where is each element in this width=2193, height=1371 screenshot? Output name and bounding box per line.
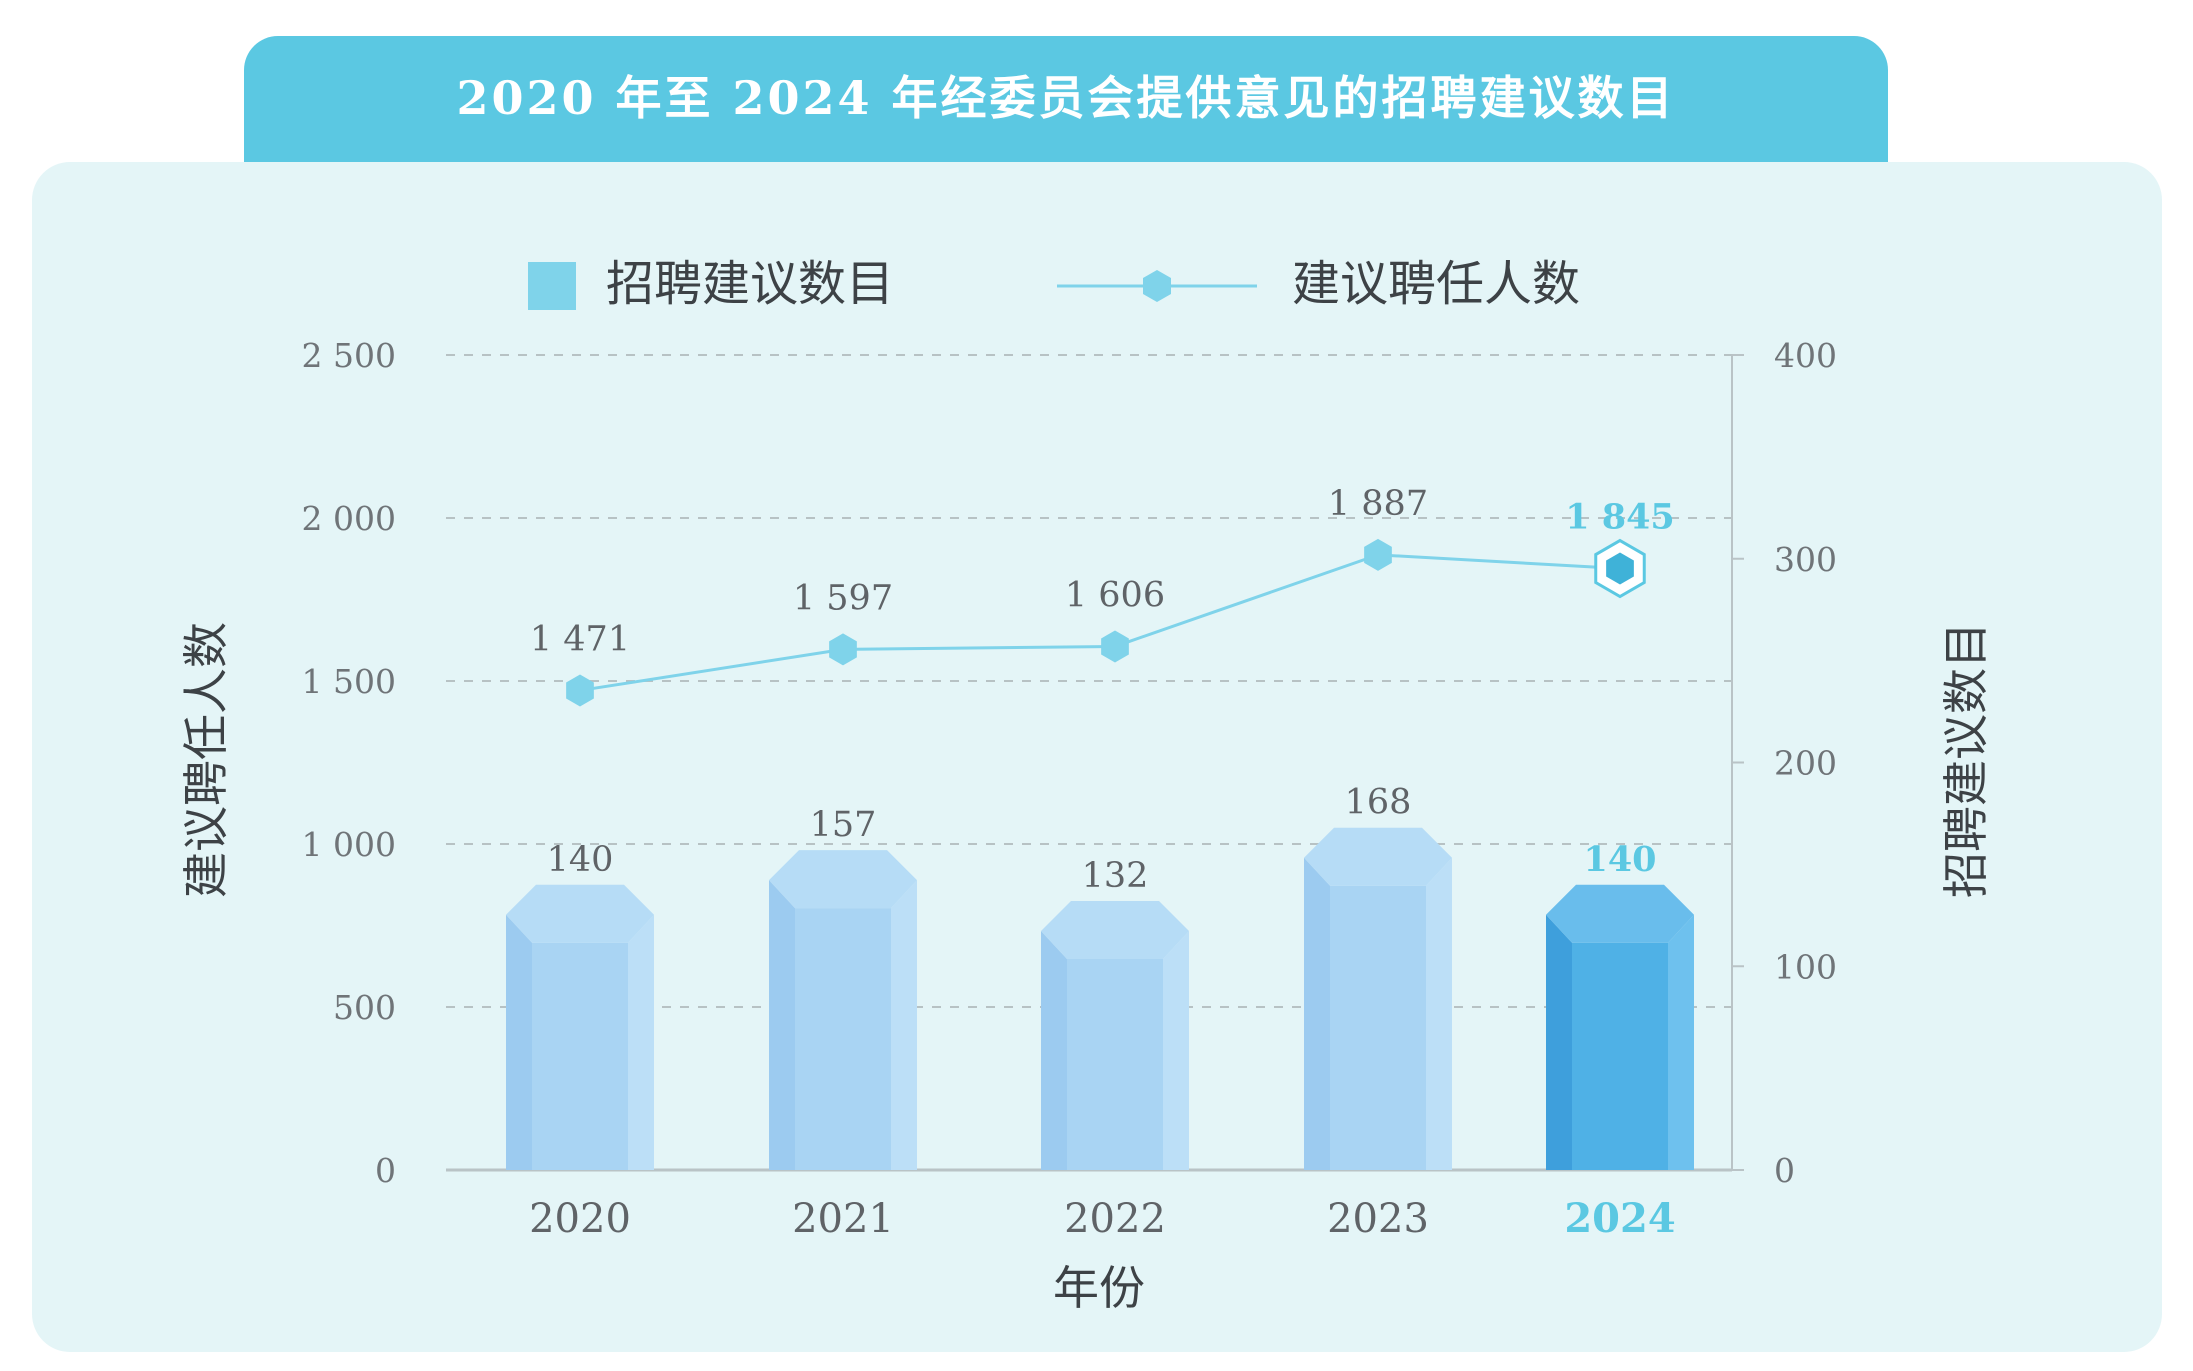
legend: 招聘建议数目 建议聘任人数 (528, 256, 1580, 312)
x-tick-label: 2023 (1327, 1196, 1429, 1242)
line-marker-2021 (829, 633, 857, 666)
line-value-label: 1 471 (530, 619, 630, 659)
bar-face-front (795, 908, 891, 1170)
legend-line-marker-icon (1143, 270, 1171, 302)
line-marker-2024 (1606, 552, 1634, 585)
bar-face-front (1572, 942, 1668, 1170)
right-tick-label: 100 (1774, 947, 1837, 986)
x-tick-label: 2020 (529, 1196, 631, 1242)
left-axis-ticks: 0 500 1 000 1 500 2 000 2 500 (302, 336, 396, 1190)
bar-cap (1304, 827, 1452, 886)
bar-2022 (1041, 901, 1189, 1170)
bar-face-front (1330, 885, 1426, 1170)
bar-cap (1041, 901, 1189, 960)
x-tick-label: 2022 (1064, 1196, 1166, 1242)
bar-cap (1546, 884, 1694, 943)
right-tick-label: 200 (1774, 744, 1837, 783)
legend-swatch-bar (528, 262, 576, 310)
right-tick-label: 0 (1774, 1151, 1795, 1190)
bar-value-label: 140 (1583, 839, 1656, 880)
bar-side-left (1304, 857, 1330, 1170)
x-tick-label: 2024 (1564, 1195, 1675, 1242)
right-axis-ticks: 0 100 200 300 400 (1732, 336, 1837, 1190)
bar-side-left (1546, 914, 1572, 1170)
bar-value-label: 132 (1082, 856, 1149, 896)
right-axis-title: 招聘建议数目 (1939, 622, 1993, 898)
line-value-label: 1 845 (1565, 497, 1675, 538)
left-tick-label: 500 (333, 988, 396, 1027)
bar-2023 (1304, 827, 1452, 1170)
line-value-label: 1 606 (1065, 575, 1165, 615)
left-tick-label: 2 500 (302, 336, 396, 375)
line-marker-2020 (566, 674, 594, 707)
bar-side-right (1163, 931, 1189, 1170)
left-tick-label: 0 (375, 1151, 396, 1190)
bar-side-right (1668, 914, 1694, 1170)
bar-side-left (1041, 931, 1067, 1170)
bar-side-right (891, 880, 917, 1170)
bar-value-label: 168 (1345, 783, 1412, 823)
bar-2020 (506, 884, 654, 1170)
left-tick-label: 1 500 (302, 662, 396, 701)
bar-side-left (769, 880, 795, 1170)
right-tick-label: 300 (1774, 540, 1837, 579)
bar-side-right (628, 914, 654, 1170)
bar-side-right (1426, 857, 1452, 1170)
line-series (566, 538, 1646, 707)
bar-side-left (506, 914, 532, 1170)
left-tick-label: 1 000 (302, 825, 396, 864)
x-axis-title: 年份 (1053, 1261, 1145, 1315)
bar-value-label: 140 (547, 840, 614, 880)
bar-value-label: 157 (810, 805, 877, 845)
left-axis-title: 建议聘任人数 (179, 622, 233, 898)
line-value-label: 1 887 (1328, 484, 1428, 524)
bar-cap (769, 850, 917, 909)
left-tick-label: 2 000 (302, 499, 396, 538)
line-marker-2022 (1101, 630, 1129, 663)
right-tick-label: 400 (1774, 336, 1837, 375)
bar-2021 (769, 850, 917, 1170)
line-value-label: 1 597 (793, 578, 893, 618)
bar-face-front (532, 942, 628, 1170)
line-marker-2023 (1364, 538, 1392, 571)
bar-face-front (1067, 959, 1163, 1170)
legend-label-line: 建议聘任人数 (1292, 256, 1580, 312)
bar-cap (506, 884, 654, 943)
data-labels: 140 1 471 157 1 597 132 1 606 168 1 887 140 1 845 (530, 484, 1675, 896)
legend-label-bar: 招聘建议数目 (606, 256, 894, 312)
bars (506, 827, 1694, 1170)
x-axis-ticks: 2020 2021 2022 2023 2024 (529, 1195, 1676, 1242)
chart-title: 2020 年至 2024 年经委员会提供意见的招聘建议数目 (456, 71, 1676, 125)
x-tick-label: 2021 (792, 1196, 894, 1242)
bar-2024 (1546, 884, 1694, 1170)
